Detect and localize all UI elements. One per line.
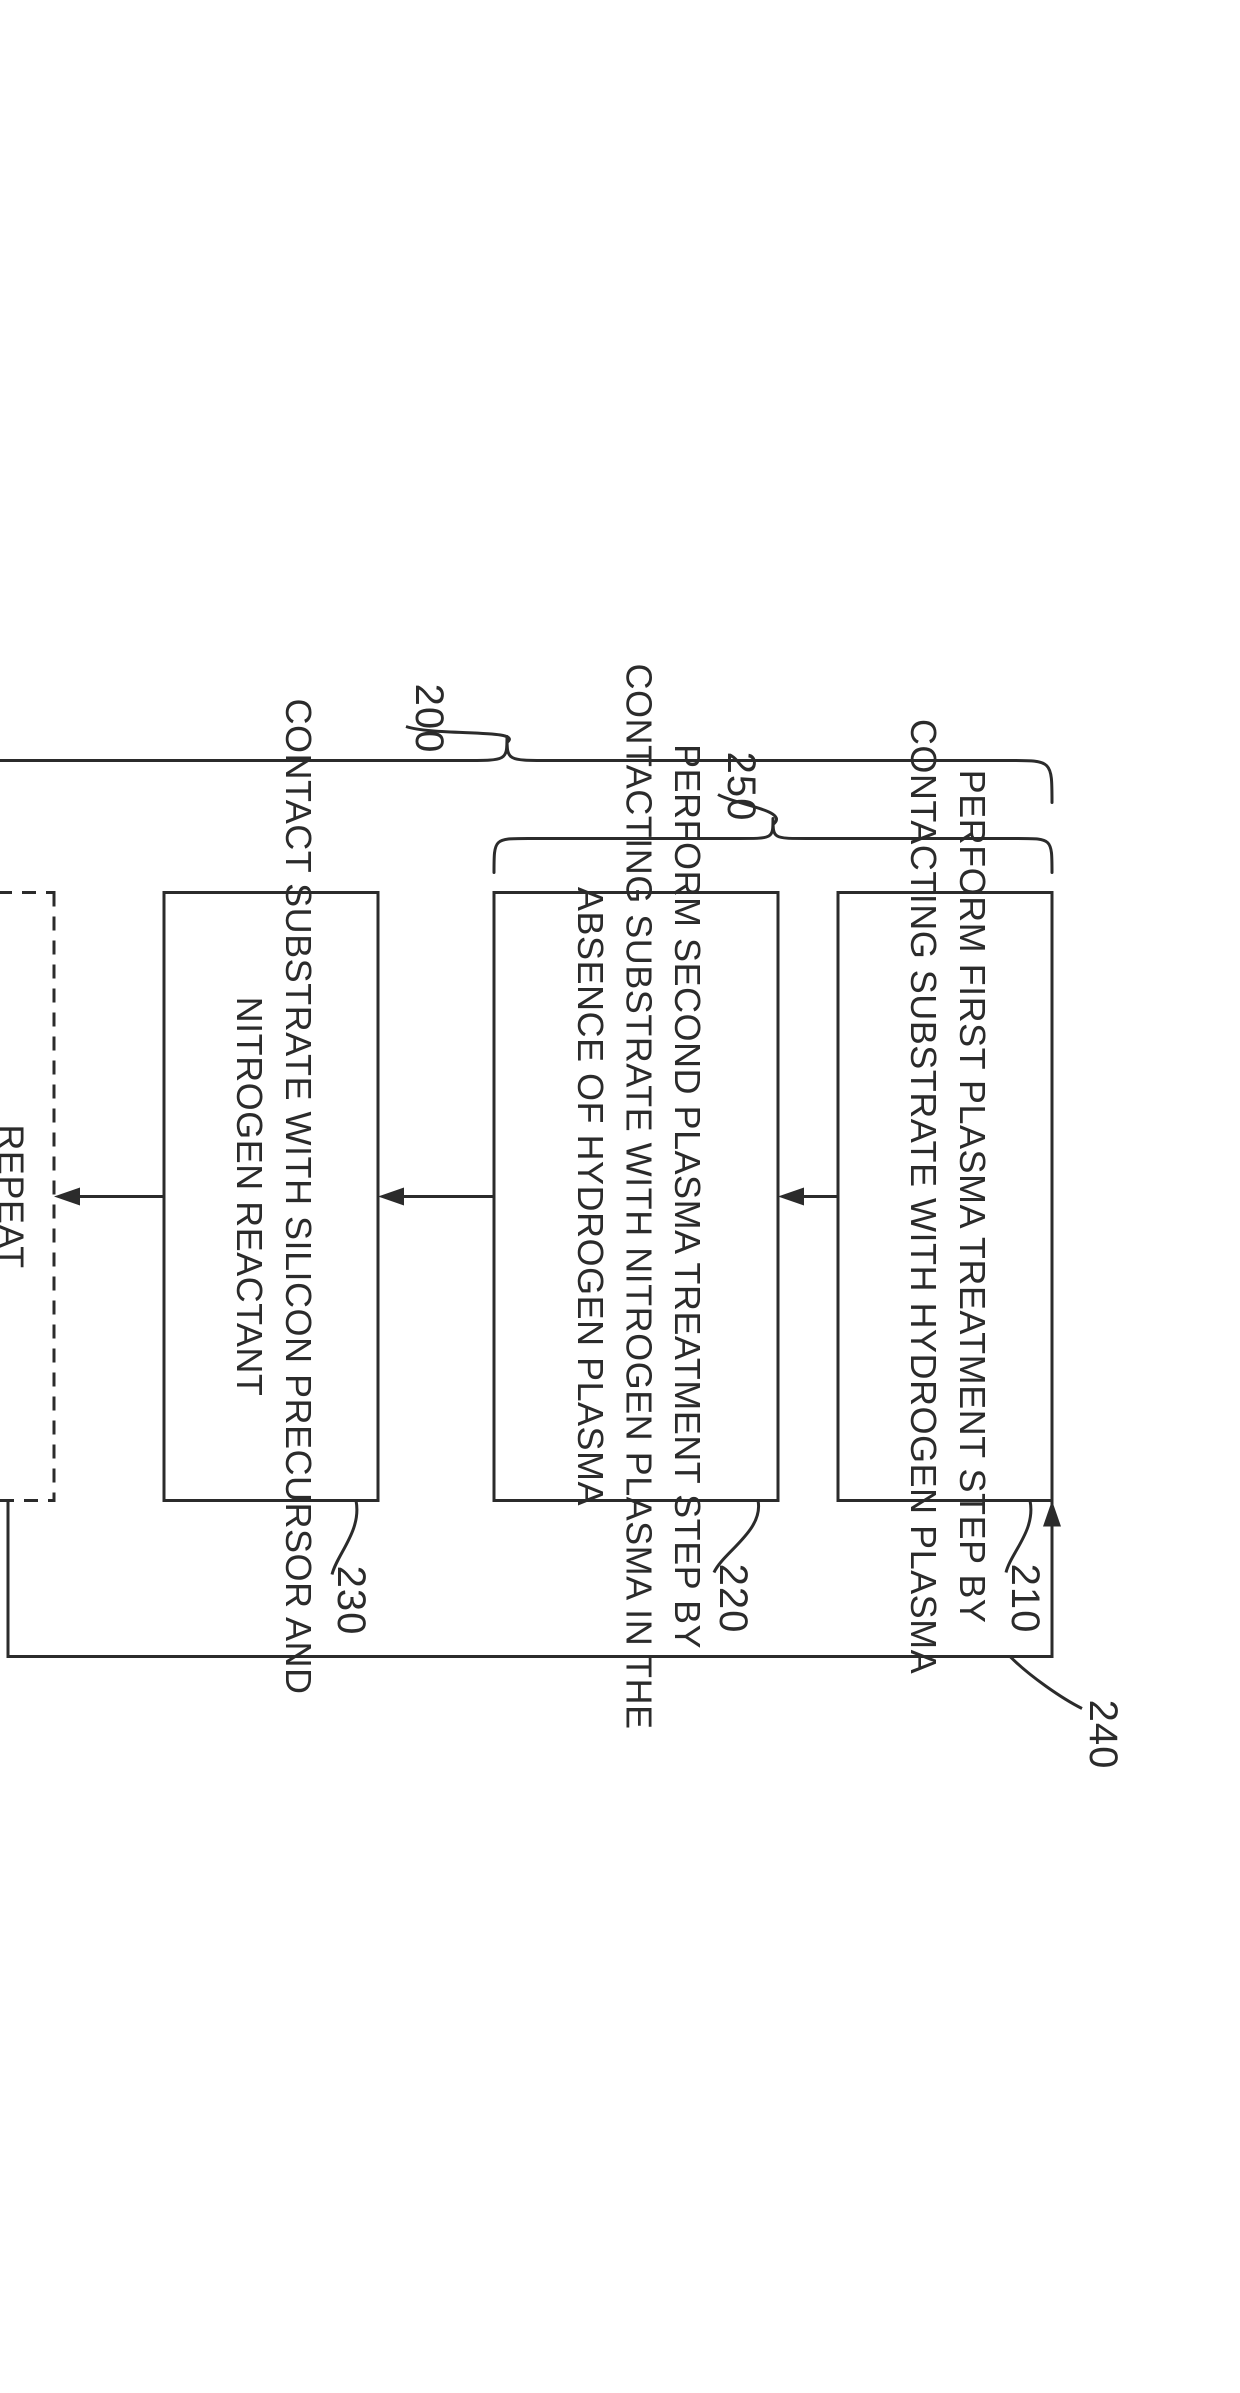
process-box-text: ABSENCE OF HYDROGEN PLASMA [570, 887, 611, 1506]
process-box-text: PERFORM SECOND PLASMA TREATMENT STEP BY [667, 744, 708, 1649]
process-box-text: NITROGEN REACTANT [229, 997, 270, 1397]
ref-label: 220 [711, 1564, 755, 1634]
process-box-text: PERFORM FIRST PLASMA TREATMENT STEP BY [952, 770, 993, 1624]
process-box-text: CONTACTING SUBSTRATE WITH HYDROGEN PLASM… [903, 719, 944, 1674]
process-box-text: CONTACT SUBSTRATE WITH SILICON PRECURSOR… [278, 698, 319, 1694]
ref-label: 250 [719, 752, 763, 822]
ref-label: 200 [407, 684, 451, 754]
ref-label: 230 [329, 1566, 373, 1636]
figure-canvas: PERFORM FIRST PLASMA TREATMENT STEP BYCO… [0, 0, 1240, 2393]
process-box-text: REPEAT [0, 1124, 31, 1268]
ref-label: 240 [1081, 1700, 1125, 1770]
ref-label: 210 [1003, 1564, 1047, 1634]
process-box-text: CONTACTING SUBSTRATE WITH NITROGEN PLASM… [618, 663, 659, 1729]
